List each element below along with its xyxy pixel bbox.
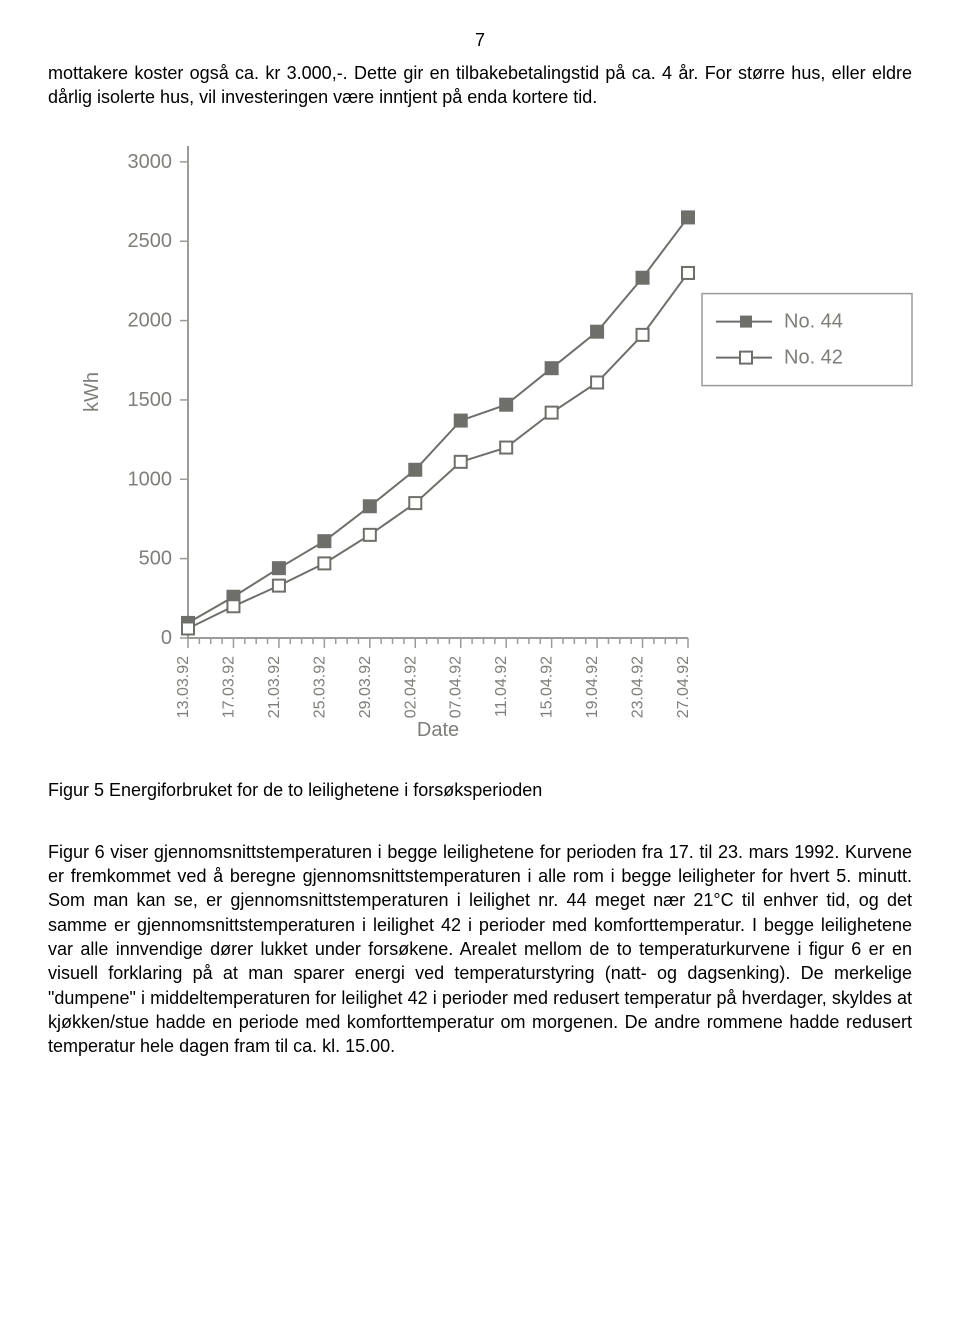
svg-text:2000: 2000 xyxy=(128,309,173,331)
svg-text:23.04.92: 23.04.92 xyxy=(630,655,647,717)
svg-text:2500: 2500 xyxy=(128,230,173,252)
svg-text:13.03.92: 13.03.92 xyxy=(175,655,192,717)
svg-text:02.04.92: 02.04.92 xyxy=(402,655,419,717)
svg-text:No. 44: No. 44 xyxy=(784,310,843,332)
svg-text:11.04.92: 11.04.92 xyxy=(493,655,510,716)
svg-text:3000: 3000 xyxy=(128,150,173,172)
figure-5-chart: 0 500 1000 1500 2000 2500 3000 13.03.92 17.03.92… xyxy=(68,128,912,748)
page: 7 mottakere koster også ca. kr 3.000,-. … xyxy=(0,0,960,1338)
svg-text:27.04.92: 27.04.92 xyxy=(675,655,692,717)
chart-svg: 0 500 1000 1500 2000 2500 3000 13.03.92 17.03.92… xyxy=(68,128,938,748)
svg-text:17.03.92: 17.03.92 xyxy=(220,655,237,717)
svg-text:19.04.92: 19.04.92 xyxy=(584,655,601,717)
paragraph-2: Figur 6 viser gjennomsnittstemperaturen … xyxy=(48,840,912,1059)
paragraph-1: mottakere koster også ca. kr 3.000,-. De… xyxy=(48,61,912,110)
svg-text:1000: 1000 xyxy=(128,468,173,490)
svg-text:25.03.92: 25.03.92 xyxy=(311,655,328,717)
svg-text:29.03.92: 29.03.92 xyxy=(357,655,374,717)
svg-text:07.04.92: 07.04.92 xyxy=(448,655,465,717)
svg-text:No. 42: No. 42 xyxy=(784,346,843,368)
svg-text:Date: Date xyxy=(417,719,459,741)
svg-text:kWh: kWh xyxy=(81,372,103,412)
page-number: 7 xyxy=(48,30,912,51)
svg-text:0: 0 xyxy=(161,627,172,649)
svg-text:15.04.92: 15.04.92 xyxy=(539,655,556,717)
svg-text:500: 500 xyxy=(139,547,172,569)
svg-text:1500: 1500 xyxy=(128,389,173,411)
figure-5-caption: Figur 5 Energiforbruket for de to leilig… xyxy=(48,778,912,802)
svg-text:21.03.92: 21.03.92 xyxy=(266,655,283,717)
